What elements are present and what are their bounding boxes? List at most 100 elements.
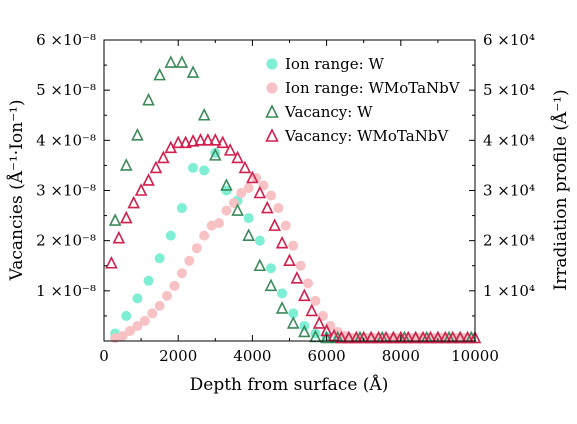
data-point <box>317 310 328 321</box>
data-point <box>216 135 230 149</box>
data-point <box>119 158 133 171</box>
data-point <box>175 55 189 68</box>
data-point <box>246 170 259 184</box>
data-point <box>253 258 267 272</box>
legend-marker <box>265 104 279 118</box>
data-point <box>305 303 319 317</box>
data-point <box>147 308 158 319</box>
data-point <box>439 330 452 344</box>
series-4 <box>105 133 482 344</box>
data-point <box>119 210 133 224</box>
data-point <box>132 293 143 304</box>
y-right-tick-label: 1 ×10⁴ <box>483 282 535 300</box>
y-left-tick-label: 4 ×10⁻⁸ <box>36 131 96 149</box>
data-point <box>165 230 176 241</box>
x-tick-label: 2000 <box>159 347 197 365</box>
y-right-tick-label: 3 ×10⁴ <box>483 182 535 200</box>
data-point <box>310 295 321 306</box>
legend-marker <box>266 58 278 70</box>
data-point <box>143 275 154 286</box>
data-point <box>191 243 202 254</box>
data-point <box>409 330 422 344</box>
chart-marks <box>105 55 482 344</box>
data-point <box>201 133 215 146</box>
legend-label: Ion range: WMoTaNbV <box>285 79 461 97</box>
y-left-tick-label: 2 ×10⁻⁸ <box>36 232 96 250</box>
data-point <box>364 330 378 344</box>
data-point <box>194 133 207 146</box>
legend-label: Ion range: W <box>285 55 384 73</box>
legend-label: Vacancy: W <box>284 103 373 121</box>
data-point <box>127 195 140 209</box>
y-left-tick-label: 1 ×10⁻⁸ <box>36 282 96 300</box>
y-left-tick-label: 3 ×10⁻⁸ <box>36 182 96 200</box>
data-point <box>164 55 178 68</box>
data-point <box>258 180 269 191</box>
data-point <box>290 271 304 284</box>
legend-item: Ion range: W <box>266 55 384 73</box>
x-tick-label: 6000 <box>308 347 346 365</box>
data-point <box>275 235 289 249</box>
y-right-tick-label: 5 ×10⁴ <box>483 81 535 99</box>
data-point <box>142 92 155 106</box>
data-point <box>154 253 165 264</box>
data-point <box>288 308 299 319</box>
data-point <box>199 230 210 241</box>
data-point <box>288 240 299 251</box>
y-left-tick-label: 6 ×10⁻⁸ <box>36 31 96 49</box>
data-point <box>186 65 200 78</box>
legend-item: Vacancy: W <box>265 103 373 121</box>
data-point <box>184 255 195 266</box>
data-point <box>273 203 284 214</box>
data-point <box>238 160 252 174</box>
data-point <box>275 301 289 314</box>
data-point <box>214 218 225 229</box>
data-point <box>154 300 165 311</box>
data-point <box>171 135 185 149</box>
y-axis-right-label: Irradiation profile (Å⁻¹) <box>550 89 571 290</box>
legend-marker <box>265 128 279 142</box>
data-point <box>209 148 222 161</box>
data-point <box>453 330 467 344</box>
data-point <box>243 182 254 193</box>
x-tick-label: 10000 <box>451 347 499 365</box>
data-point <box>254 235 265 246</box>
data-point <box>446 330 460 344</box>
data-point <box>277 288 288 299</box>
data-point <box>134 183 148 196</box>
legend: Ion range: W Ion range: WMoTaNbV Vacancy: … <box>265 55 461 145</box>
data-point <box>236 188 247 199</box>
legend-marker <box>266 82 278 94</box>
data-point <box>243 213 254 224</box>
data-point <box>199 165 210 176</box>
y-right-tick-label: 4 ×10⁴ <box>483 131 535 149</box>
data-point <box>124 325 135 336</box>
data-point <box>320 330 333 344</box>
data-point <box>416 330 430 344</box>
data-point <box>295 260 306 271</box>
y-left-tick-label: 5 ×10⁻⁸ <box>36 81 96 99</box>
data-point <box>264 278 278 292</box>
data-point <box>197 107 211 121</box>
data-point <box>149 160 163 174</box>
data-point <box>312 316 326 329</box>
data-point <box>394 330 408 344</box>
data-point <box>280 220 291 231</box>
data-point <box>139 315 150 326</box>
data-point <box>431 330 445 344</box>
data-point <box>169 280 180 291</box>
data-point <box>357 330 370 344</box>
data-point <box>220 178 233 191</box>
data-point <box>186 134 200 147</box>
data-point <box>176 203 187 214</box>
data-point <box>265 263 276 274</box>
data-point <box>401 330 415 344</box>
data-point <box>153 67 166 81</box>
data-point <box>231 203 244 216</box>
data-point <box>283 253 296 267</box>
data-point <box>335 330 348 344</box>
data-point <box>327 328 341 342</box>
data-point <box>379 330 393 344</box>
